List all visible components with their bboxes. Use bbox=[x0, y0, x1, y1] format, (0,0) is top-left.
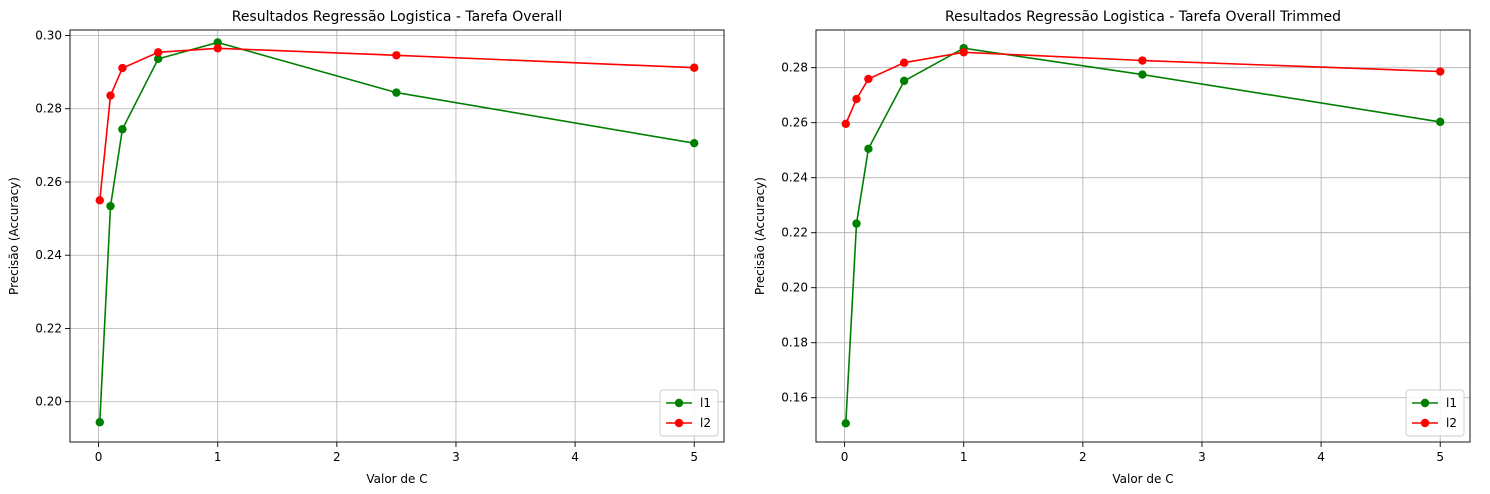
x-axis-label: Valor de C bbox=[1112, 472, 1173, 486]
y-axis-label: Precisão (Accuracy) bbox=[753, 177, 767, 295]
y-tick-label: 0.16 bbox=[781, 391, 808, 405]
data-point-l2 bbox=[213, 44, 222, 53]
legend-marker-l2 bbox=[1420, 418, 1430, 428]
y-axis-label: Precisão (Accuracy) bbox=[7, 177, 21, 295]
y-tick-label: 0.30 bbox=[35, 28, 62, 42]
y-tick-label: 0.20 bbox=[35, 395, 62, 409]
data-point-l2 bbox=[959, 48, 968, 57]
chart-overall: 0 1 2 3 4 5 0.20 0.22 0.24 0.26 0.28 0.30 Resultados… bbox=[7, 9, 725, 486]
x-tick-label: 1 bbox=[960, 450, 968, 464]
data-point-l2 bbox=[1436, 67, 1445, 76]
x-tick-label: 5 bbox=[690, 450, 698, 464]
data-point-l2 bbox=[899, 58, 909, 67]
data-point-l1 bbox=[864, 144, 873, 154]
x-tick-label: 5 bbox=[1436, 450, 1444, 464]
y-tick-label: 0.26 bbox=[781, 116, 808, 130]
x-tick-label: 0 bbox=[95, 450, 103, 464]
legend-marker-l1 bbox=[674, 398, 684, 408]
plot-frame bbox=[69, 29, 725, 443]
legend-marker-l1 bbox=[1420, 398, 1430, 408]
legend-label: l1 bbox=[700, 396, 711, 410]
series-line-l1 bbox=[845, 47, 1441, 424]
y-tick-label: 0.28 bbox=[35, 102, 62, 116]
data-point-l1 bbox=[118, 125, 127, 134]
x-tick-label: 2 bbox=[1079, 450, 1087, 464]
x-tick-label: 3 bbox=[452, 450, 460, 464]
x-tick-label: 1 bbox=[214, 450, 222, 464]
y-tick-label: 0.20 bbox=[781, 281, 808, 295]
legend-marker-l2 bbox=[674, 418, 684, 428]
data-point-l2 bbox=[1138, 56, 1147, 65]
x-tick-label: 4 bbox=[1317, 450, 1325, 464]
chart-title: Resultados Regressão Logistica - Tarefa … bbox=[945, 9, 1341, 25]
data-point-l2 bbox=[106, 91, 115, 100]
legend-box bbox=[1405, 389, 1465, 437]
y-tick-label: 0.24 bbox=[35, 248, 62, 262]
data-point-l1 bbox=[392, 88, 401, 97]
data-point-l2 bbox=[841, 119, 850, 128]
data-point-l1 bbox=[690, 138, 699, 148]
x-tick-label: 3 bbox=[1198, 450, 1206, 464]
legend-box bbox=[659, 389, 719, 437]
y-tick-label: 0.22 bbox=[781, 226, 808, 240]
data-point-l2 bbox=[864, 74, 873, 84]
legend-label: l2 bbox=[1446, 416, 1457, 430]
legend-label: l2 bbox=[700, 416, 711, 430]
y-tick-label: 0.24 bbox=[781, 171, 808, 185]
data-point-l1 bbox=[899, 76, 909, 86]
x-tick-label: 0 bbox=[841, 450, 849, 464]
data-point-l1 bbox=[153, 54, 163, 64]
data-point-l2 bbox=[153, 48, 163, 57]
x-tick-label: 2 bbox=[333, 450, 341, 464]
data-point-l2 bbox=[392, 51, 401, 60]
data-point-l1 bbox=[213, 38, 222, 47]
series-line-l1 bbox=[99, 41, 695, 423]
data-point-l1 bbox=[1436, 117, 1445, 127]
plot-frame bbox=[815, 29, 1471, 443]
chart-title: Resultados Regressão Logistica - Tarefa … bbox=[232, 9, 563, 25]
y-tick-label: 0.22 bbox=[35, 321, 62, 335]
data-point-l2 bbox=[852, 94, 861, 104]
data-point-l1 bbox=[1138, 70, 1147, 79]
y-tick-label: 0.26 bbox=[35, 175, 62, 189]
x-tick-label: 4 bbox=[571, 450, 579, 464]
x-axis-label: Valor de C bbox=[366, 472, 427, 486]
data-point-l2 bbox=[690, 63, 699, 72]
data-point-l2 bbox=[118, 63, 127, 73]
y-tick-label: 0.28 bbox=[781, 61, 808, 75]
series-line-l2 bbox=[99, 47, 695, 201]
data-point-l2 bbox=[95, 196, 104, 205]
y-tick-label: 0.18 bbox=[781, 336, 808, 350]
data-point-l1 bbox=[106, 201, 115, 211]
data-point-l1 bbox=[95, 418, 104, 427]
data-point-l1 bbox=[852, 219, 861, 228]
data-point-l1 bbox=[841, 419, 850, 428]
chart-overall-trimmed: 0 1 2 3 4 5 0.16 0.18 0.20 0.22 0.24 0.26 0.28 Result… bbox=[753, 9, 1471, 486]
legend-label: l1 bbox=[1446, 396, 1457, 410]
